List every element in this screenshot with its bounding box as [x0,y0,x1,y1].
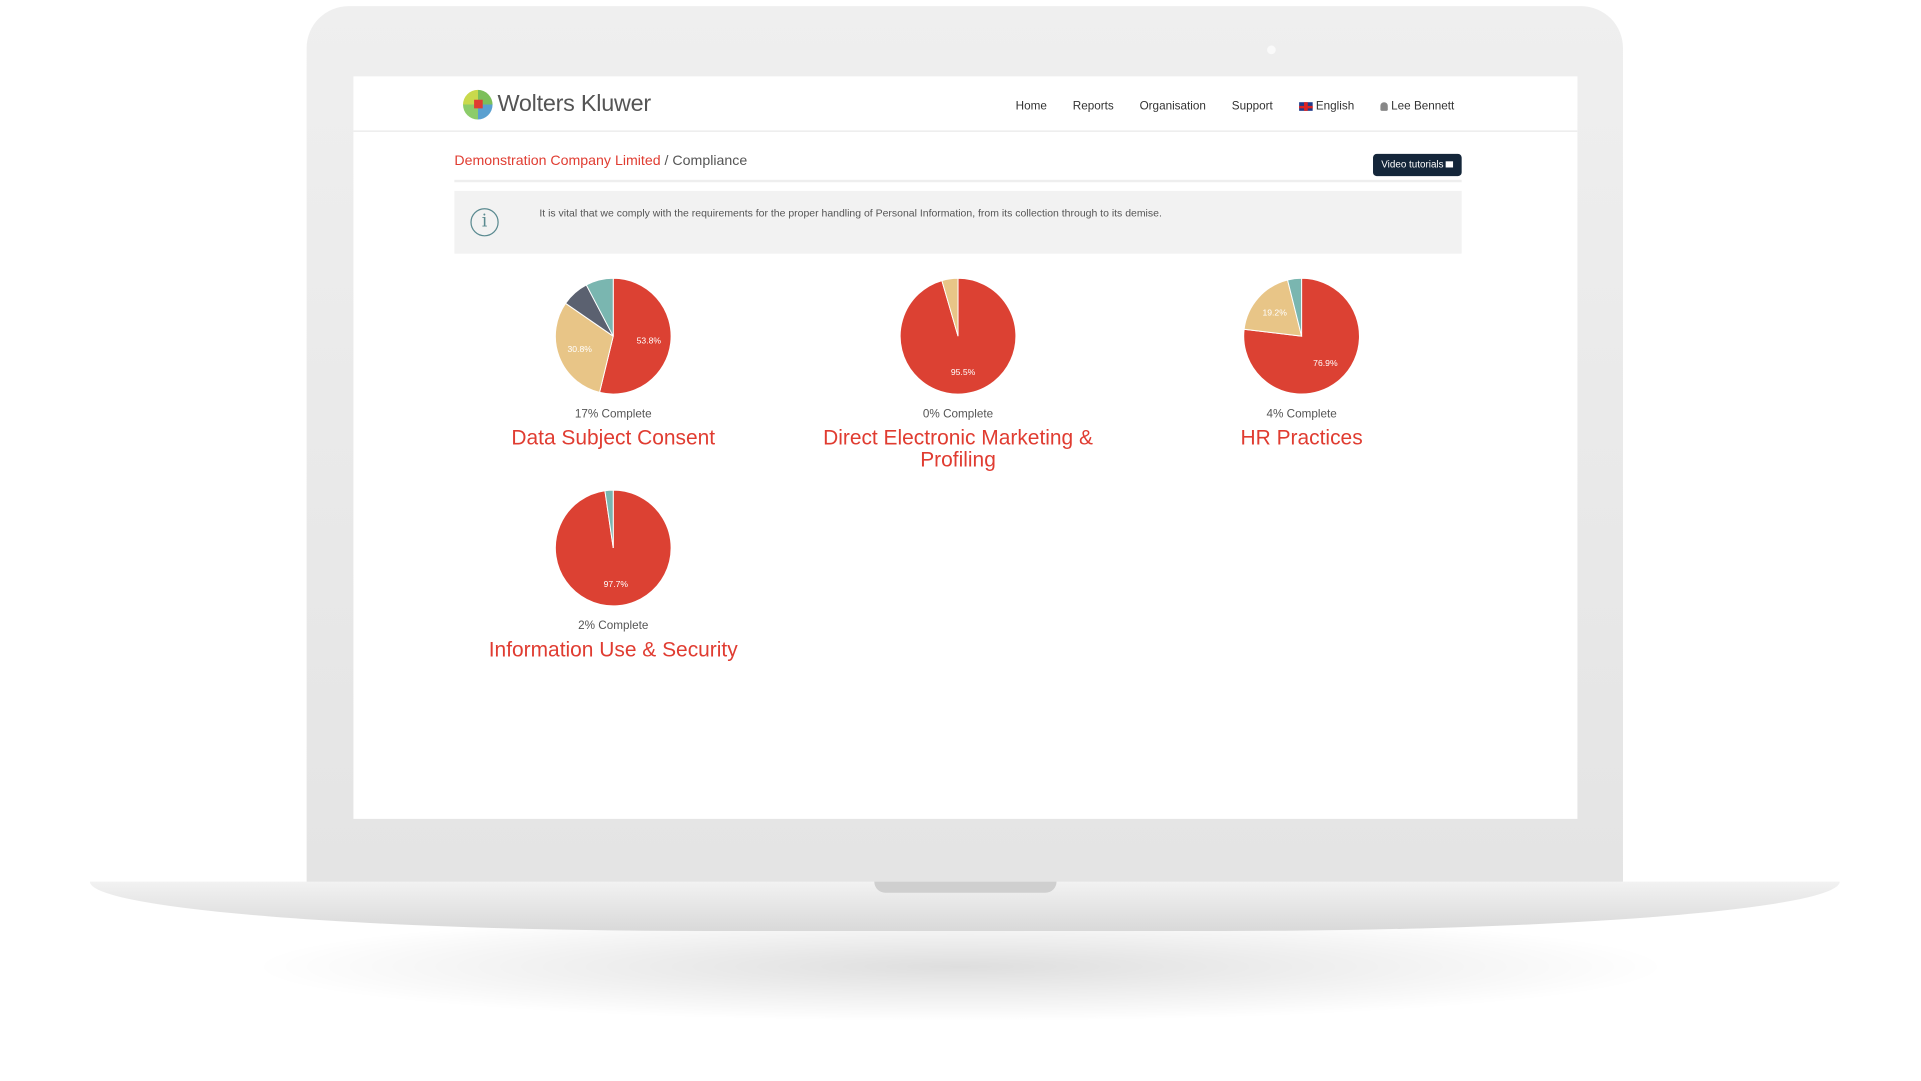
pie-slice[interactable] [1286,277,1303,337]
video-camera-icon [1446,161,1454,168]
breadcrumb-current: Compliance [672,153,748,169]
pie-chart: 76.9% 19.2% [1243,277,1360,395]
user-menu[interactable]: Lee Bennett [1380,99,1455,114]
breadcrumb-separator: / [660,153,673,169]
pie-chart: 95.5% [899,277,1017,395]
compliance-card[interactable]: 97.7% 2% Complete Information Use & Securi… [441,489,786,661]
pie-slice[interactable] [598,277,672,395]
uk-flag-icon [1298,102,1313,111]
compliance-card[interactable]: 53.8% 30.8% 17% Complete Data Subject Conse… [441,277,786,449]
globe-logo-icon [463,89,493,120]
section-title-link[interactable]: HR Practices [1240,426,1363,450]
slice-label: 30.8% [567,344,592,354]
divider [454,179,1462,183]
info-banner: i It is vital that we comply with the re… [454,190,1462,254]
video-tutorials-label: Video tutorials [1381,158,1444,170]
section-title-link[interactable]: Direct Electronic Marketing & Profiling [823,426,1093,472]
nav-reports[interactable]: Reports [1072,99,1114,114]
nav-organisation[interactable]: Organisation [1139,99,1206,114]
top-nav: Wolters Kluwer Home Reports Organisation… [353,76,1578,132]
screen: Wolters Kluwer Home Reports Organisation… [353,76,1578,819]
nav-home[interactable]: Home [1015,99,1047,114]
breadcrumb: Demonstration Company Limited / Complian… [454,154,747,169]
brand-logo[interactable]: Wolters Kluwer [463,89,651,120]
section-title-link[interactable]: Information Use & Security [488,637,738,662]
nav-support[interactable]: Support [1231,99,1273,114]
section-title-link[interactable]: Data Subject Consent [511,426,716,450]
slice-label: 95.5% [951,367,976,377]
slice-label: 97.7% [604,579,629,589]
slice-label: 19.2% [1262,308,1287,318]
pie-slice[interactable] [554,302,614,394]
completion-text: 0% Complete [922,407,994,422]
compliance-card[interactable]: 76.9% 19.2% 4% Complete HR Practices [1129,277,1474,449]
camera [1267,45,1276,55]
pie-chart: 97.7% [554,489,672,607]
pie-slice[interactable] [585,277,614,337]
pie-slice[interactable] [1243,279,1303,337]
video-tutorials-button[interactable]: Video tutorials [1373,153,1462,177]
slice-label: 53.8% [637,336,662,346]
pie-chart: 53.8% 30.8% [554,277,672,395]
user-icon [1380,102,1388,111]
completion-text: 2% Complete [578,619,649,633]
completion-text: 4% Complete [1266,407,1337,422]
info-icon: i [470,208,499,237]
nav-menu: Home Reports Organisation Support Englis… [1016,100,1455,114]
user-name: Lee Bennett [1391,99,1455,114]
slice-label: 76.9% [1313,358,1338,368]
laptop-notch [874,881,1057,893]
pie-slice[interactable] [604,489,614,549]
pie-slice[interactable] [941,277,959,337]
info-text: It is vital that we comply with the requ… [539,206,1162,220]
language-selector[interactable]: English [1298,99,1355,114]
breadcrumb-company[interactable]: Demonstration Company Limited [454,153,661,169]
completion-text: 17% Complete [574,407,652,422]
brand-name: Wolters Kluwer [497,91,651,117]
compliance-card[interactable]: 95.5% 0% Complete Direct Electronic Market… [786,277,1131,472]
pie-slice[interactable] [1243,277,1360,395]
language-label: English [1315,99,1355,114]
